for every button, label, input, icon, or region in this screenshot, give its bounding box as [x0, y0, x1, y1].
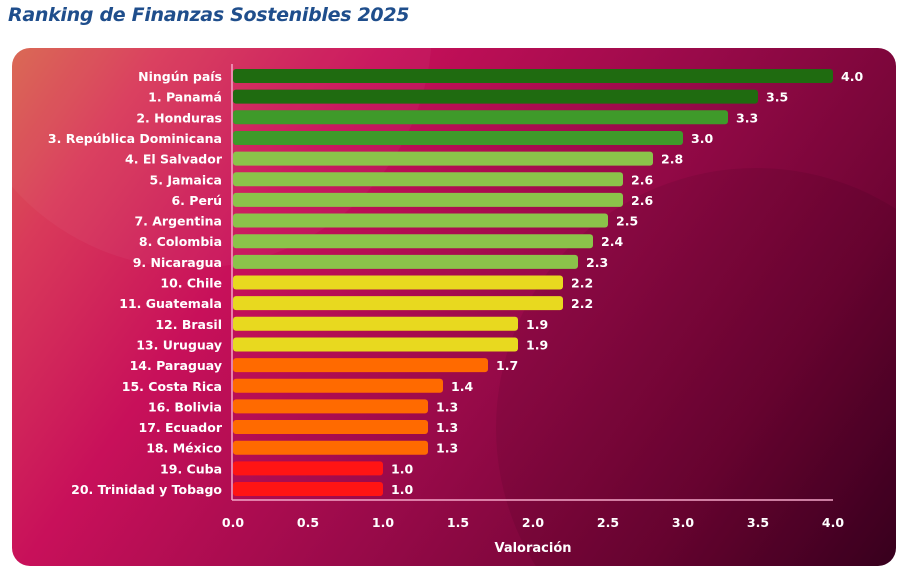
bar	[233, 192, 623, 207]
category-label: 6. Perú	[171, 193, 222, 208]
data-label: 2.6	[631, 172, 653, 187]
bar	[233, 440, 428, 455]
data-label: 2.2	[571, 296, 593, 311]
category-label: 15. Costa Rica	[122, 379, 222, 394]
category-label: 19. Cuba	[160, 461, 222, 476]
x-tick-label: 3.0	[672, 515, 694, 530]
bar	[233, 130, 683, 145]
data-label: 1.3	[436, 399, 458, 414]
category-label: 1. Panamá	[148, 90, 222, 105]
data-label: 2.3	[586, 255, 608, 270]
data-label: 2.6	[631, 193, 653, 208]
data-label: 1.3	[436, 420, 458, 435]
x-tick-label: 4.0	[822, 515, 844, 530]
data-label: 2.8	[661, 152, 683, 167]
data-label: 1.3	[436, 441, 458, 456]
data-label: 4.0	[841, 69, 863, 84]
bar	[233, 461, 383, 476]
bar	[233, 337, 518, 352]
data-label: 3.3	[736, 110, 758, 125]
x-tick-label: 2.0	[522, 515, 544, 530]
x-tick-label: 3.5	[747, 515, 769, 530]
category-label: 12. Brasil	[155, 317, 222, 332]
category-label: 11. Guatemala	[119, 296, 222, 311]
category-label: 2. Honduras	[136, 110, 222, 125]
x-tick-label: 1.5	[447, 515, 469, 530]
data-label: 1.0	[391, 482, 413, 497]
data-label: 2.5	[616, 214, 638, 229]
data-label: 1.7	[496, 358, 518, 373]
category-label: 7. Argentina	[134, 214, 222, 229]
data-label: 2.2	[571, 276, 593, 291]
data-label: 3.0	[691, 131, 713, 146]
x-axis-title: Valoración	[494, 541, 571, 556]
category-label: 8. Colombia	[139, 234, 222, 249]
data-label: 1.0	[391, 461, 413, 476]
category-label: 20. Trinidad y Tobago	[71, 482, 222, 497]
bar	[233, 275, 563, 290]
category-label: 14. Paraguay	[130, 358, 222, 373]
bar	[233, 296, 563, 311]
category-label: 13. Uruguay	[136, 337, 222, 352]
x-tick-label: 0.0	[222, 515, 244, 530]
bar	[233, 378, 443, 393]
category-label: 5. Jamaica	[150, 172, 222, 187]
category-label: 17. Ecuador	[139, 420, 223, 435]
bar	[233, 172, 623, 187]
category-label: 9. Nicaragua	[133, 255, 222, 270]
bar	[233, 69, 833, 83]
category-label: 4. El Salvador	[125, 152, 223, 167]
category-label: 16. Bolivia	[148, 399, 222, 414]
bar	[233, 151, 653, 166]
bar	[233, 358, 488, 373]
category-label: 18. México	[146, 441, 222, 456]
data-label: 1.4	[451, 379, 473, 394]
category-label: 10. Chile	[160, 276, 222, 291]
bar	[233, 89, 758, 104]
data-label: 1.9	[526, 337, 548, 352]
bar	[233, 420, 428, 435]
bar	[233, 399, 428, 414]
bar	[233, 213, 608, 228]
x-tick-label: 2.5	[597, 515, 619, 530]
category-label: Ningún país	[138, 69, 222, 84]
bar	[233, 110, 728, 125]
x-tick-label: 0.5	[297, 515, 319, 530]
data-label: 2.4	[601, 234, 623, 249]
bar	[233, 234, 593, 249]
chart-title: Ranking de Finanzas Sostenibles 2025	[8, 4, 410, 26]
bar	[233, 316, 518, 331]
category-label: 3. República Dominicana	[48, 131, 222, 146]
bar	[233, 482, 383, 496]
data-label: 3.5	[766, 90, 788, 105]
bar	[233, 254, 578, 269]
data-label: 1.9	[526, 317, 548, 332]
x-tick-label: 1.0	[372, 515, 394, 530]
